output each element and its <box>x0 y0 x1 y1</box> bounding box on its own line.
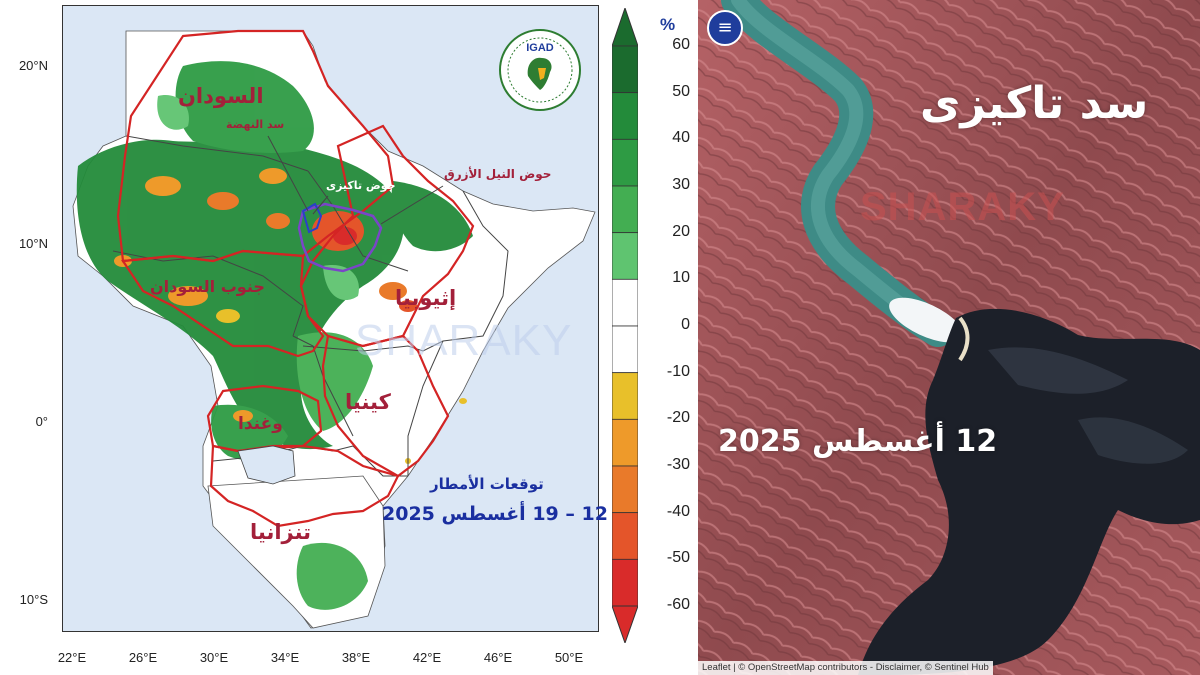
colorbar-tick-label: -20 <box>666 409 690 427</box>
kenya-outline <box>321 334 450 478</box>
menu-button[interactable]: ≡ <box>707 10 743 46</box>
colorbar-tick-label: 20 <box>672 222 690 240</box>
south-sudan-outline <box>121 249 325 358</box>
satellite-panel: SHARAKY <box>698 0 1200 675</box>
ethiopia-outline <box>299 124 475 348</box>
colorbar-segment <box>612 418 638 467</box>
colorbar-segment <box>612 372 638 420</box>
colorbar-extend-top <box>612 8 638 47</box>
label-kenya: كينيا <box>345 390 391 414</box>
annotation-lines <box>267 135 444 225</box>
watermark: SHARAKY <box>355 316 573 365</box>
colorbar-tick-label: -50 <box>666 549 690 567</box>
colorbar-tick-label: 30 <box>672 176 690 193</box>
lat-label-20n: 20°N <box>18 58 48 73</box>
lon-label-50e: 50°E <box>554 650 584 665</box>
colorbar-extend-bottom <box>612 605 638 643</box>
spillway-spray <box>889 297 963 343</box>
basin-outlines <box>297 202 383 273</box>
colorbar-tick-label: -10 <box>666 362 690 380</box>
tanzania-outline <box>209 444 400 528</box>
colorbar-segment <box>612 232 638 280</box>
lake-victoria <box>237 445 296 485</box>
forecast-map-svg <box>72 29 596 629</box>
map-frame <box>62 5 599 632</box>
label-ethiopia: إثيوبيا <box>395 286 457 310</box>
colorbar-segment <box>612 92 638 140</box>
colorbar-segment <box>612 512 638 560</box>
lon-label-46e: 46°E <box>483 650 513 665</box>
label-blue-nile-basin: حوض النيل الأزرق <box>444 167 552 181</box>
forecast-dates: 12 – 19 أغسطس 2025 <box>382 503 608 525</box>
colorbar-tick-label: 50 <box>672 82 690 100</box>
label-tekeze-basin: حوض تاكيزى <box>326 179 396 192</box>
igad-logo-text: IGAD <box>526 42 554 54</box>
focus-country-outlines <box>116 29 475 528</box>
label-uganda: وغندا <box>238 414 283 434</box>
colorbar-segment <box>612 325 638 374</box>
lat-label-10s: 10°S <box>19 592 48 607</box>
menu-icon: ≡ <box>717 17 733 38</box>
lon-label-38e: 38°E <box>341 650 371 665</box>
colorbar-tick-label: -40 <box>666 502 690 520</box>
tanzania-land <box>207 475 386 629</box>
colorbar-segment <box>612 465 638 514</box>
lon-label-34e: 34°E <box>270 650 300 665</box>
satellite-image <box>698 0 1200 675</box>
colorbar-tick-label: -30 <box>666 456 690 473</box>
label-gerd: سد النهضة <box>226 118 285 131</box>
colorbar-tick-label: 0 <box>681 316 690 333</box>
lat-label-0: 0° <box>35 414 48 429</box>
colorbar-segment <box>612 185 638 234</box>
lon-label-30e: 30°E <box>199 650 229 665</box>
sudan-outline <box>116 29 395 263</box>
label-tanzania: تنزانيا <box>250 520 312 544</box>
blue-nile-basin-outline <box>297 202 383 273</box>
reservoir <box>858 308 1200 675</box>
forecast-title: توقعات الأمطار <box>430 475 544 493</box>
colorbar-tick-label: -60 <box>666 596 690 613</box>
colorbar-segment <box>612 45 638 94</box>
colorbar <box>612 8 638 643</box>
colorbar-tick-label: 60 <box>672 36 690 53</box>
rainfall-forecast-panel: 20°N 10°N 0° 10°S 22°E 26°E 30°E 34°E 38… <box>18 5 690 665</box>
label-sudan: السودان <box>178 84 264 108</box>
colorbar-tick-label: 10 <box>672 269 690 287</box>
lon-label-42e: 42°E <box>412 650 442 665</box>
lon-label-22e: 22°E <box>57 650 87 665</box>
lat-label-10n: 10°N <box>18 236 48 251</box>
dam-date: 12 أغسطس 2025 <box>718 424 998 459</box>
colorbar-tick-label: 40 <box>672 129 690 147</box>
label-south-sudan: جنوب السودان <box>150 277 265 296</box>
tekeze-basin-outline <box>301 202 323 234</box>
colorbar-segment <box>612 138 638 187</box>
colorbar-unit: % <box>660 15 676 34</box>
colorbar-segment <box>612 278 638 327</box>
dam-title: سد تاكيزى <box>920 78 1149 129</box>
colorbar-segment <box>612 558 638 607</box>
lon-label-26e: 26°E <box>128 650 158 665</box>
map-attribution[interactable]: Leaflet | © OpenStreetMap contributors -… <box>698 661 993 675</box>
igad-logo: IGAD <box>498 28 582 112</box>
dam-wall <box>958 316 970 362</box>
satellite-watermark: SHARAKY <box>860 185 1065 229</box>
